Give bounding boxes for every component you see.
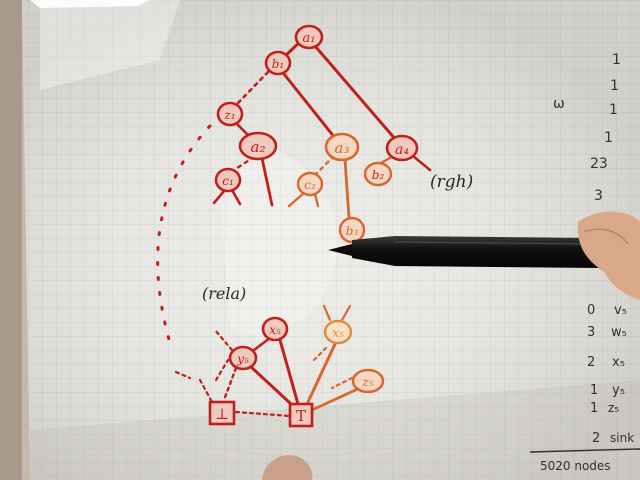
margin-table-label-2: w₅ (611, 325, 627, 340)
upper-tree-edges (156, 38, 432, 352)
hand-and-marker (262, 211, 640, 480)
sink-bottom-label: ⊥ (215, 405, 229, 423)
lower-graph-edges (174, 304, 362, 418)
node-z1: z₁ (216, 101, 244, 127)
node-c2-label: c₂ (304, 178, 316, 192)
node-b1-label: b₁ (272, 57, 285, 71)
thumb (262, 455, 313, 480)
node-b2-label: b₂ (372, 168, 385, 182)
margin-table-rule (529, 448, 640, 453)
margin-table-count-6: 2 (592, 431, 600, 446)
marker-body (352, 236, 602, 268)
node-x5: x₅ (261, 316, 289, 342)
node-y5: y₅ (228, 345, 258, 371)
margin-table-count-2: 3 (587, 325, 595, 340)
sink-top: T (288, 402, 314, 428)
node-x5-orange: x₅ (323, 319, 353, 345)
node-x5-orange-label: x₅ (332, 326, 344, 340)
node-y5-label: y₅ (236, 352, 249, 366)
margin-table-label-1: v₅ (614, 303, 627, 318)
margin-table-count-3: 2 (587, 355, 595, 370)
margin-table-count-1: 0 (587, 303, 595, 318)
margin-table-count-5: 1 (590, 401, 598, 416)
margin-count-4: 1 (604, 130, 613, 146)
sink-top-label: T (296, 407, 306, 425)
node-a3: a₃ (324, 132, 360, 162)
node-a1-label: a₁ (303, 31, 316, 46)
node-c1-label: c₁ (222, 174, 234, 188)
margin-table-label-6: sink (610, 431, 634, 445)
margin-table: 0 v₅ 3 w₅ 2 x₅ 1 y₅ 1 z₅ 2 sink 5020 nod… (529, 303, 640, 473)
margin-table-label-3: x₅ (612, 355, 625, 370)
node-a3-label: a₃ (335, 139, 350, 157)
node-x5-label: x₅ (269, 323, 281, 337)
hand (577, 211, 640, 300)
node-z1-label: z₁ (223, 108, 235, 122)
node-a4: a₄ (385, 134, 419, 162)
node-a4-label: a₄ (395, 142, 409, 158)
margin-count-1: 1 (612, 52, 621, 68)
node-z5-label: z₅ (361, 375, 373, 389)
node-a1: a₁ (294, 24, 324, 50)
node-z5: z₅ (351, 368, 385, 394)
node-a2-label: a₂ (251, 138, 266, 156)
margin-count-5: 23 (590, 156, 608, 172)
node-c1: c₁ (214, 167, 242, 193)
node-b3-label: b₃ (346, 224, 359, 238)
margin-glyph: ω (553, 96, 565, 112)
margin-table-count-4: 1 (590, 383, 598, 398)
node-b1: b₁ (264, 50, 292, 76)
node-b2: b₂ (363, 161, 393, 187)
node-a2: a₂ (238, 131, 278, 161)
margin-count-2: 1 (610, 78, 619, 94)
sink-bottom: ⊥ (208, 400, 236, 426)
margin-table-label-5: z₅ (608, 401, 619, 415)
margin-counts: 1 1 1 1 23 3 ω (553, 52, 621, 204)
margin-count-6: 3 (594, 188, 603, 204)
annotation-rgh: (rgh) (430, 172, 473, 192)
margin-table-label-4: y₅ (612, 383, 625, 398)
left-edge-shadow (0, 0, 22, 480)
margin-count-3: 1 (609, 102, 618, 118)
annotation-rela: (rela) (202, 284, 246, 303)
margin-total: 5020 nodes (540, 459, 611, 473)
marker-tip (328, 244, 352, 256)
node-b3: b₃ (338, 216, 366, 244)
node-c2: c₂ (296, 171, 324, 197)
